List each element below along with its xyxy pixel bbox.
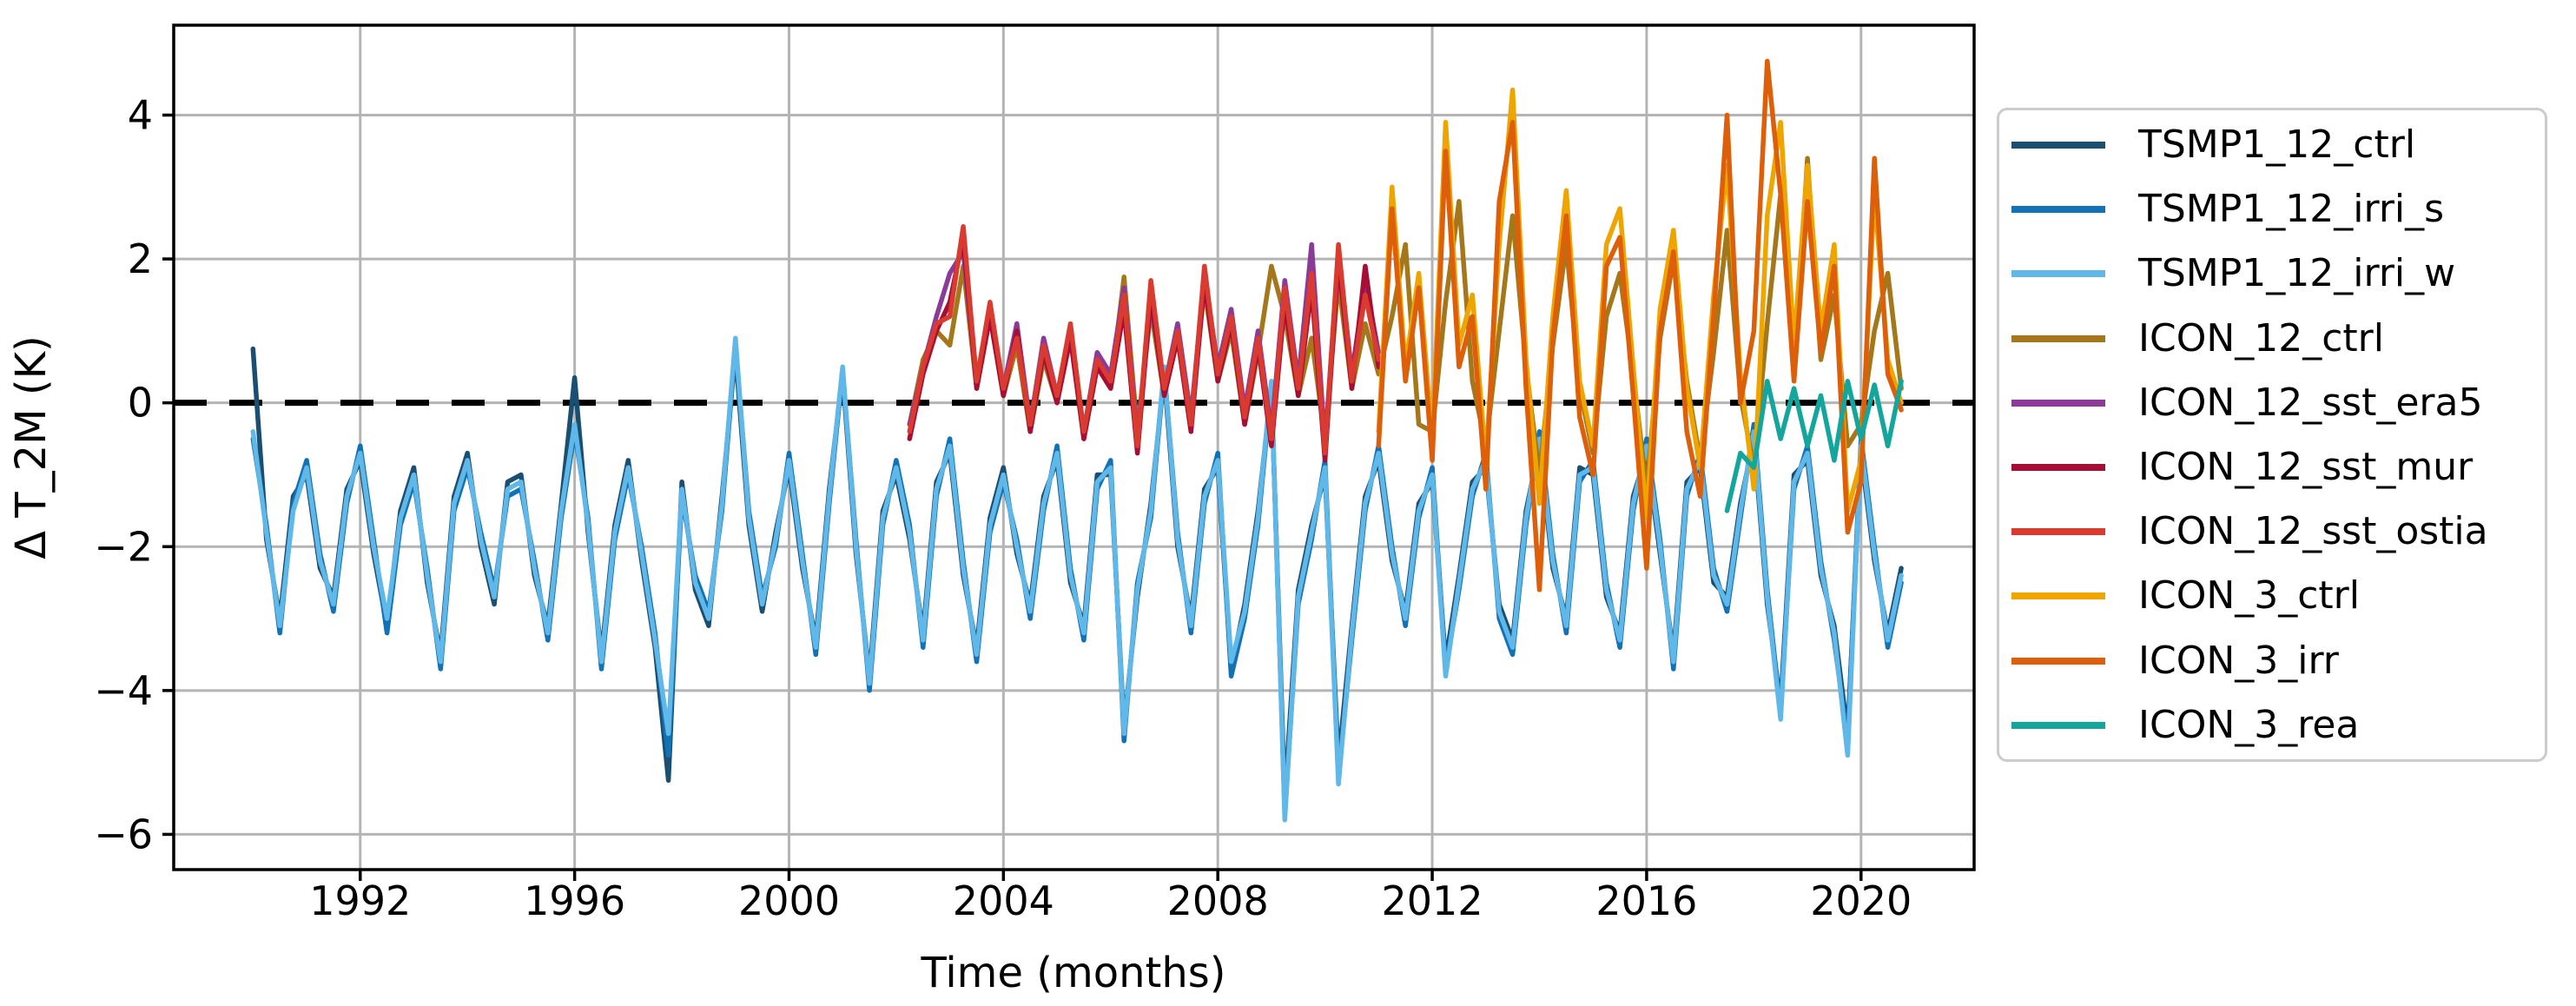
legend-item-ICON_12_sst_ostia: ICON_12_sst_ostia [1999,500,2545,564]
x-tick-label-2020: 2020 [1810,877,1912,924]
legend-item-ICON_3_irr: ICON_3_irr [1999,629,2545,693]
plot-border [172,23,1976,871]
legend-line-swatch-TSMP1_12_ctrl [2011,142,2105,149]
legend-line-swatch-ICON_3_irr [2011,657,2105,665]
axis-ticks [162,113,1863,881]
series-line-ICON_12_sst_ostia [907,224,1382,456]
series-line-ICON_3_irr [1376,58,1904,592]
axis-tick-labels: 1992 1996 2000 2004 2008 2012 2016 2020 4 2 0 −2 −4 −… [94,91,1912,924]
legend-item-ICON_3_ctrl: ICON_3_ctrl [1999,564,2545,628]
x-tick-label-1992: 1992 [309,877,411,924]
x-axis-label: Time (months) [921,949,1226,997]
legend-label: ICON_12_sst_mur [2138,445,2474,490]
data-series [250,58,1904,823]
x-tick-label-2004: 2004 [953,877,1054,924]
legend-label: TSMP1_12_irri_s [2138,187,2445,232]
series-line-ICON_3_rea [1724,379,1904,513]
legend-label: ICON_12_sst_ostia [2138,509,2488,554]
legend-line-swatch-ICON_3_rea [2011,721,2105,729]
legend-line-swatch-ICON_12_sst_mur [2011,464,2105,472]
legend-item-ICON_12_sst_era5: ICON_12_sst_era5 [1999,371,2545,435]
legend-label: ICON_3_ctrl [2138,573,2360,619]
legend-line-swatch-TSMP1_12_irri_s [2011,206,2105,214]
legend-item-ICON_12_ctrl: ICON_12_ctrl [1999,307,2545,371]
legend-line-swatch-TSMP1_12_irri_w [2011,270,2105,278]
legend-line-swatch-ICON_12_sst_era5 [2011,399,2105,407]
legend-label: TSMP1_12_irri_w [2138,251,2456,296]
legend-line-swatch-ICON_3_ctrl [2011,592,2105,600]
y-tick-label-2: 2 [128,235,153,282]
series-line-TSMP1_12_irri_w [250,335,1904,823]
y-tick-label-0: 0 [128,380,153,427]
legend-label: ICON_12_ctrl [2138,315,2384,361]
y-tick-label--4: −4 [94,667,153,714]
legend: TSMP1_12_ctrl TSMP1_12_irri_s TSMP1_12_irr… [1997,108,2547,762]
y-tick-label--6: −6 [94,811,153,857]
x-tick-label-2012: 2012 [1382,877,1483,924]
x-tick-label-2008: 2008 [1167,877,1269,924]
x-tick-label-2016: 2016 [1595,877,1697,924]
legend-item-ICON_3_rea: ICON_3_rea [1999,693,2545,758]
x-tick-label-1996: 1996 [524,877,625,924]
legend-item-ICON_12_sst_mur: ICON_12_sst_mur [1999,435,2545,500]
legend-item-TSMP1_12_irri_s: TSMP1_12_irri_s [1999,177,2545,242]
legend-item-TSMP1_12_irri_w: TSMP1_12_irri_w [1999,242,2545,306]
legend-line-swatch-ICON_12_ctrl [2011,334,2105,342]
legend-label: ICON_12_sst_era5 [2138,380,2483,425]
x-tick-label-2000: 2000 [738,877,840,924]
legend-label: TSMP1_12_ctrl [2138,122,2416,168]
series-line-ICON_3_ctrl [1376,87,1904,520]
legend-label: ICON_3_rea [2138,702,2360,747]
legend-line-swatch-ICON_12_sst_ostia [2011,528,2105,536]
y-axis-label: Δ T_2M (K) [7,335,56,559]
legend-label: ICON_3_irr [2138,638,2339,683]
axes-spines [172,23,1976,871]
y-tick-label--2: −2 [94,523,153,570]
y-tick-label-4: 4 [128,91,153,138]
legend-item-TSMP1_12_ctrl: TSMP1_12_ctrl [1999,113,2545,177]
